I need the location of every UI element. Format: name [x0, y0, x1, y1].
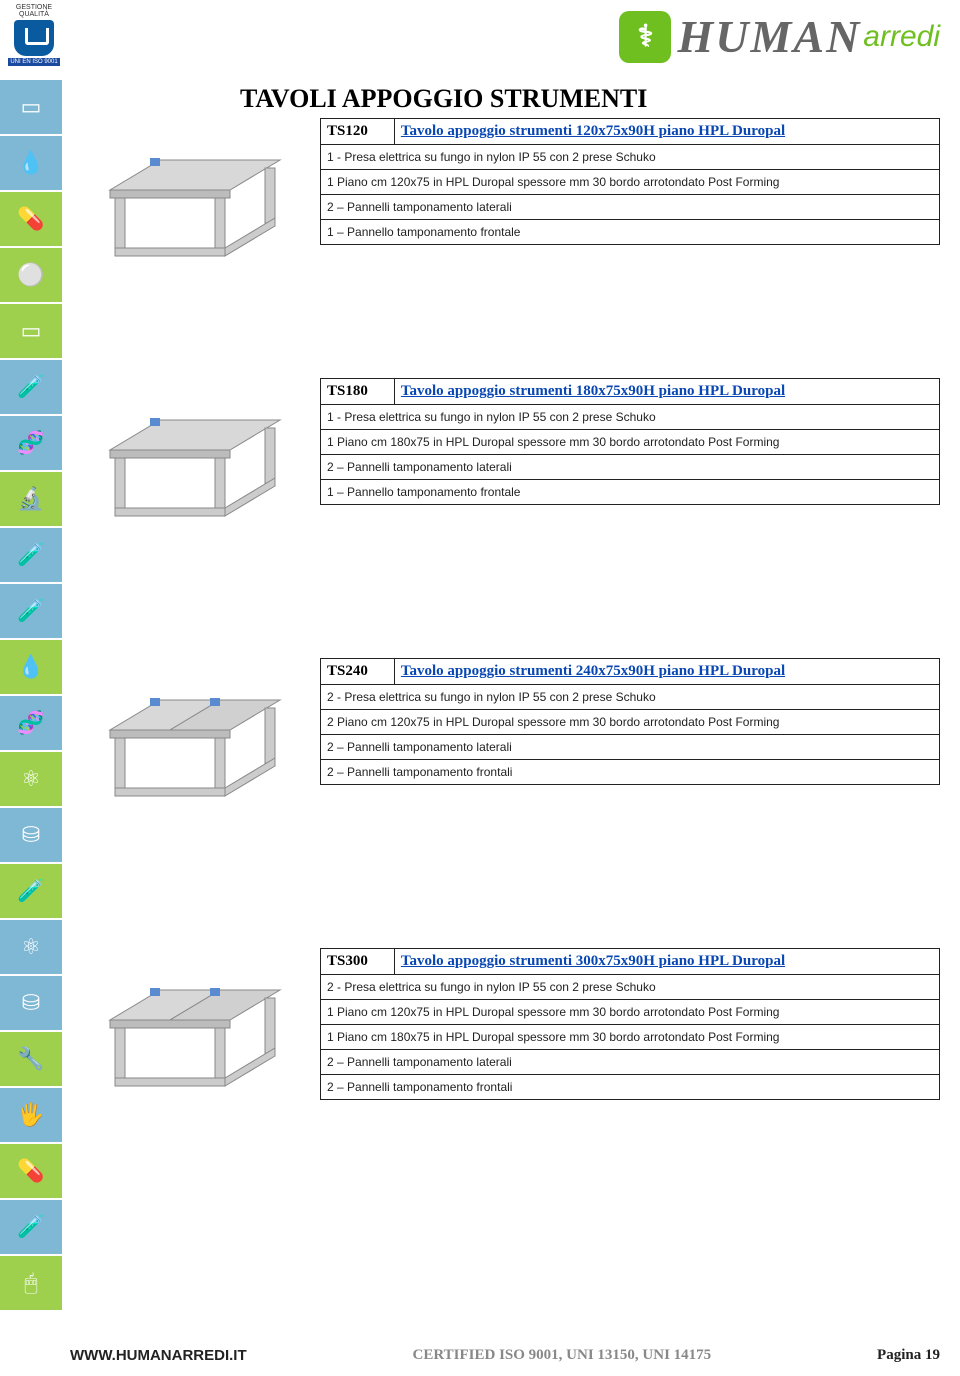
spec-row: 1 - Presa elettrica su fungo in nylon IP…: [321, 145, 940, 170]
product-spec-table: TS180 Tavolo appoggio strumenti 180x75x9…: [320, 378, 940, 505]
sidebar-icon-20: 🧪: [0, 1200, 62, 1254]
sidebar-icon-1: 💧: [0, 136, 62, 190]
product-name[interactable]: Tavolo appoggio strumenti 180x75x90H pia…: [394, 379, 939, 405]
spec-row: 2 - Presa elettrica su fungo in nylon IP…: [321, 685, 940, 710]
brand-logo: ⚕ HUMAN arredi: [619, 10, 940, 63]
cert-top: GESTIONE QUALITÀ: [8, 4, 60, 18]
sidebar-icon-5: 🧪: [0, 360, 62, 414]
spec-row: 2 – Pannelli tamponamento laterali: [321, 1050, 940, 1075]
sidebar-icon-18: 🖐: [0, 1088, 62, 1142]
sidebar-icon-9: 🧪: [0, 584, 62, 638]
product-spec-table: TS120 Tavolo appoggio strumenti 120x75x9…: [320, 118, 940, 245]
brand-name-1: HUMAN: [677, 10, 861, 63]
spec-row: 1 – Pannello tamponamento frontale: [321, 480, 940, 505]
sidebar-icon-2: 💊: [0, 192, 62, 246]
brand-name-2: arredi: [863, 20, 940, 54]
product-name[interactable]: Tavolo appoggio strumenti 300x75x90H pia…: [394, 949, 939, 975]
spec-row: 1 Piano cm 120x75 in HPL Duropal spessor…: [321, 1000, 940, 1025]
sidebar-icon-21: 🖱: [0, 1256, 62, 1310]
cert-iso: UNI EN ISO 9001: [8, 58, 60, 66]
spec-row: 1 – Pannello tamponamento frontale: [321, 220, 940, 245]
spec-row: 1 Piano cm 180x75 in HPL Duropal spessor…: [321, 1025, 940, 1050]
sidebar-icon-17: 🔧: [0, 1032, 62, 1086]
product-name[interactable]: Tavolo appoggio strumenti 120x75x90H pia…: [394, 119, 939, 145]
spec-row: 2 – Pannelli tamponamento laterali: [321, 735, 940, 760]
product-image: [80, 670, 310, 825]
spec-row: 1 Piano cm 120x75 in HPL Duropal spessor…: [321, 170, 940, 195]
sidebar-icon-11: 🧬: [0, 696, 62, 750]
spec-row: 1 Piano cm 180x75 in HPL Duropal spessor…: [321, 430, 940, 455]
spec-row: 2 – Pannelli tamponamento laterali: [321, 455, 940, 480]
footer: WWW.HUMANARREDI.IT CERTIFIED ISO 9001, U…: [70, 1347, 940, 1364]
product-spec-table: TS240 Tavolo appoggio strumenti 240x75x9…: [320, 658, 940, 785]
sidebar-icon-14: 🧪: [0, 864, 62, 918]
sidebar-icon-4: ▭: [0, 304, 62, 358]
cert-badge: GESTIONE QUALITÀ UNI EN ISO 9001: [8, 4, 60, 66]
product-image: [80, 960, 310, 1115]
product-image: [80, 390, 310, 545]
product-image: [80, 130, 310, 285]
spec-row: 2 Piano cm 120x75 in HPL Duropal spessor…: [321, 710, 940, 735]
product-spec-table: TS300 Tavolo appoggio strumenti 300x75x9…: [320, 948, 940, 1100]
footer-site: WWW.HUMANARREDI.IT: [70, 1347, 247, 1364]
spec-row: 1 - Presa elettrica su fungo in nylon IP…: [321, 405, 940, 430]
product-code: TS300: [321, 949, 395, 975]
spec-row: 2 - Presa elettrica su fungo in nylon IP…: [321, 975, 940, 1000]
sidebar-icon-3: ⚪: [0, 248, 62, 302]
sidebar-icon-12: ⚛: [0, 752, 62, 806]
cert-shield-icon: [14, 20, 54, 56]
sidebar-icon-13: ⛁: [0, 808, 62, 862]
sidebar-icon-19: 💊: [0, 1144, 62, 1198]
spec-row: 2 – Pannelli tamponamento frontali: [321, 1075, 940, 1100]
spec-row: 2 – Pannelli tamponamento frontali: [321, 760, 940, 785]
sidebar-icon-10: 💧: [0, 640, 62, 694]
sidebar-icon-0: ▭: [0, 80, 62, 134]
product-code: TS120: [321, 119, 395, 145]
footer-cert: CERTIFIED ISO 9001, UNI 13150, UNI 14175: [413, 1347, 712, 1364]
spec-row: 2 – Pannelli tamponamento laterali: [321, 195, 940, 220]
sidebar-icon-16: ⛁: [0, 976, 62, 1030]
sidebar-icon-15: ⚛: [0, 920, 62, 974]
sidebar-icons: ▭💧💊⚪▭🧪🧬🔬🧪🧪💧🧬⚛⛁🧪⚛⛁🔧🖐💊🧪🖱: [0, 80, 62, 1310]
product-name[interactable]: Tavolo appoggio strumenti 240x75x90H pia…: [394, 659, 939, 685]
sidebar-icon-7: 🔬: [0, 472, 62, 526]
product-code: TS240: [321, 659, 395, 685]
brand-mark-icon: ⚕: [619, 11, 671, 63]
footer-page: Pagina 19: [877, 1347, 940, 1364]
product-code: TS180: [321, 379, 395, 405]
page-title: TAVOLI APPOGGIO STRUMENTI: [240, 84, 647, 114]
sidebar-icon-6: 🧬: [0, 416, 62, 470]
sidebar-icon-8: 🧪: [0, 528, 62, 582]
